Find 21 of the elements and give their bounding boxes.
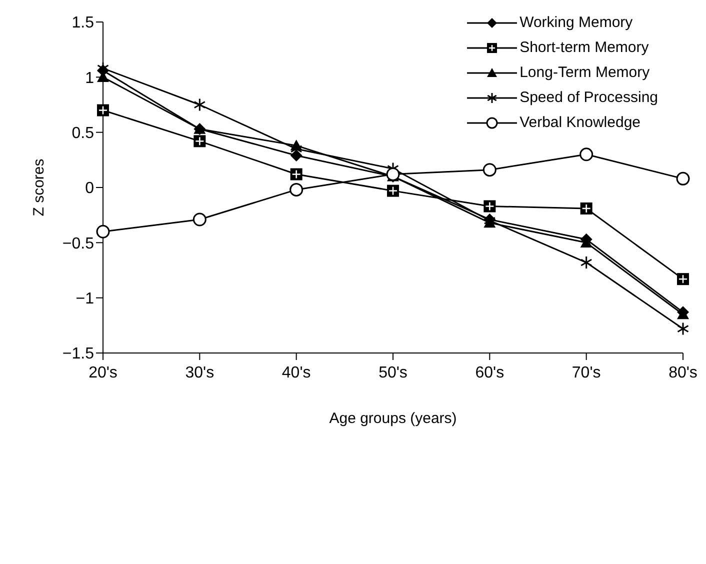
y-axis-title: Z scores <box>30 158 48 216</box>
x-tick-label: 20's <box>88 364 118 382</box>
x-axis-title: Age groups (years) <box>329 410 457 427</box>
legend-label: Short-term Memory <box>520 39 649 56</box>
y-tick-label: −1.5 <box>62 346 94 363</box>
legend-label: Verbal Knowledge <box>520 114 641 131</box>
legend-label: Long-Term Memory <box>520 64 650 81</box>
y-tick-label: 0.5 <box>72 125 94 142</box>
y-tick-label: −1 <box>76 290 94 308</box>
y-tick-label: 1.5 <box>72 14 94 32</box>
legend-label: Working Memory <box>520 14 633 31</box>
x-tick-label: 60's <box>475 364 504 382</box>
x-tick-label: 30's <box>185 364 214 382</box>
y-tick-label: 1 <box>85 70 94 87</box>
x-tick-label: 70's <box>572 364 601 382</box>
x-tick-label: 50's <box>378 364 408 382</box>
x-tick-label: 40's <box>282 364 311 382</box>
y-tick-label: 0 <box>85 180 94 198</box>
x-tick-label: 80's <box>668 364 698 382</box>
legend-label: Speed of Processing <box>520 89 658 106</box>
y-tick-label: −0.5 <box>62 235 94 252</box>
